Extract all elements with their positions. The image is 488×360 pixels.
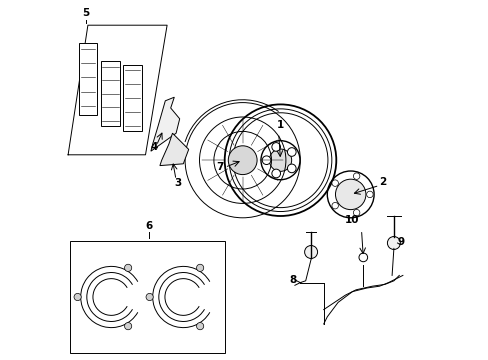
Circle shape xyxy=(335,179,365,210)
Polygon shape xyxy=(101,61,120,126)
Circle shape xyxy=(287,164,296,173)
Circle shape xyxy=(331,180,338,186)
Circle shape xyxy=(353,173,359,179)
Circle shape xyxy=(271,143,280,151)
Circle shape xyxy=(271,169,280,178)
Circle shape xyxy=(386,237,400,249)
Polygon shape xyxy=(160,133,188,166)
Circle shape xyxy=(124,323,131,330)
Circle shape xyxy=(353,210,359,216)
Circle shape xyxy=(74,293,81,301)
Text: 10: 10 xyxy=(345,215,359,225)
FancyBboxPatch shape xyxy=(70,241,224,353)
Circle shape xyxy=(228,146,257,175)
Circle shape xyxy=(146,293,153,301)
Circle shape xyxy=(124,264,131,271)
Text: 4: 4 xyxy=(150,142,157,152)
Text: 5: 5 xyxy=(82,8,89,18)
Text: 3: 3 xyxy=(174,178,181,188)
Circle shape xyxy=(269,149,291,171)
Circle shape xyxy=(331,202,338,209)
Text: 2: 2 xyxy=(379,177,386,187)
Circle shape xyxy=(366,191,372,198)
Text: 7: 7 xyxy=(216,162,223,172)
Circle shape xyxy=(196,323,203,330)
Polygon shape xyxy=(123,65,142,131)
Polygon shape xyxy=(151,97,179,151)
Text: 6: 6 xyxy=(145,221,152,231)
Circle shape xyxy=(304,246,317,258)
Circle shape xyxy=(262,156,270,165)
Text: 8: 8 xyxy=(289,275,296,285)
Polygon shape xyxy=(79,43,97,115)
Text: 1: 1 xyxy=(276,120,284,130)
Text: 9: 9 xyxy=(397,237,404,247)
Circle shape xyxy=(287,148,296,156)
Circle shape xyxy=(196,264,203,271)
